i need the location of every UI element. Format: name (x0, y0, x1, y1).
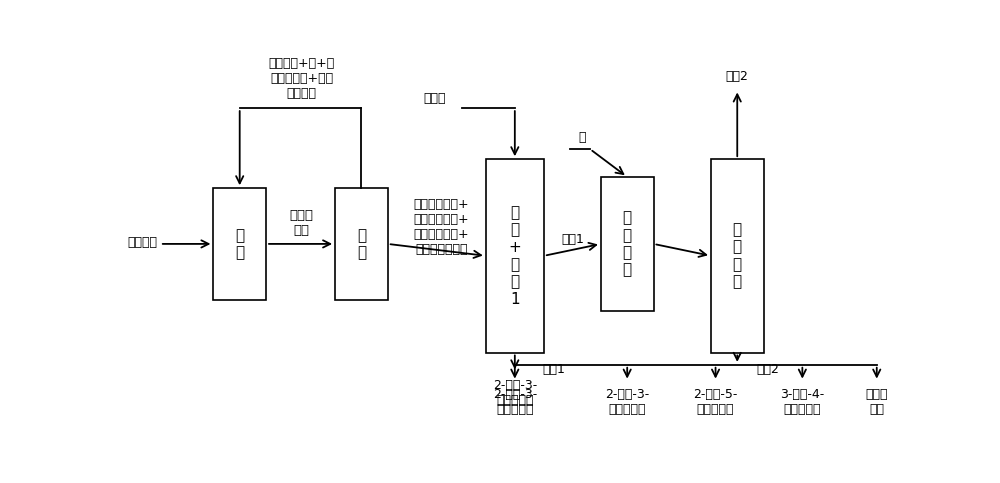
Text: 3-甲基-4-
硝基苯甲酸: 3-甲基-4- 硝基苯甲酸 (780, 388, 824, 416)
Bar (335, 188, 388, 299)
Text: 滤液1: 滤液1 (562, 233, 584, 245)
Text: 浓硝酸: 浓硝酸 (424, 92, 446, 105)
Text: 间二甲苯: 间二甲苯 (127, 236, 157, 249)
Bar (486, 159, 544, 353)
Text: 2-硝基-5-
甲基苯甲酸: 2-硝基-5- 甲基苯甲酸 (693, 388, 738, 416)
Text: 间二甲苯+水+间
甲基苯甲醇+间甲
基苯甲醛: 间二甲苯+水+间 甲基苯甲醇+间甲 基苯甲醛 (269, 57, 335, 100)
Text: 滤饼2: 滤饼2 (757, 363, 780, 376)
Bar (711, 159, 764, 353)
Text: 初
蒸: 初 蒸 (357, 227, 366, 260)
Text: 氧
化: 氧 化 (235, 227, 244, 260)
Text: 2-硝基-3-
甲基苯甲酸: 2-硝基-3- 甲基苯甲酸 (493, 379, 537, 407)
Text: 间苯二
甲酸: 间苯二 甲酸 (866, 388, 888, 416)
Text: 滤饼1: 滤饼1 (542, 363, 565, 376)
Text: 水: 水 (578, 131, 586, 144)
Text: 2-硝基-3-
甲基苯甲酸: 2-硝基-3- 甲基苯甲酸 (493, 388, 537, 416)
Text: 氧
化
反
应: 氧 化 反 应 (623, 210, 632, 278)
Text: 硝
化
+
过
滤
1: 硝 化 + 过 滤 1 (508, 205, 521, 307)
Text: 常
规
分
离: 常 规 分 离 (733, 222, 742, 289)
Bar (213, 188, 266, 299)
Text: 氧化反
应液: 氧化反 应液 (290, 210, 314, 238)
Text: 2-硝基-3-
甲基苯甲酸: 2-硝基-3- 甲基苯甲酸 (605, 388, 649, 416)
Text: 滤液2: 滤液2 (726, 70, 749, 83)
Text: 间甲基苯甲醇+
间甲基苯甲醛+
间甲基苯甲酸+
深度氧化副产物: 间甲基苯甲醇+ 间甲基苯甲醛+ 间甲基苯甲酸+ 深度氧化副产物 (413, 198, 469, 256)
Bar (601, 177, 654, 311)
